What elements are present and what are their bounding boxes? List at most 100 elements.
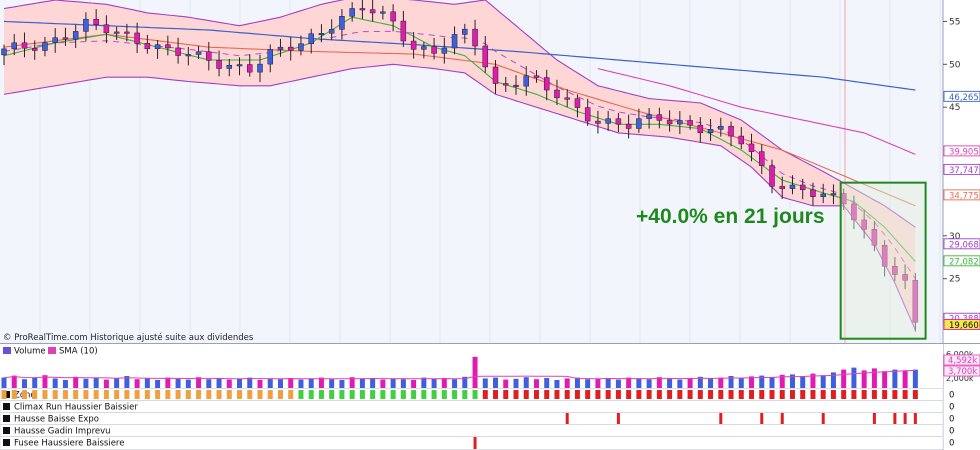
zone-mark bbox=[800, 390, 806, 399]
candle-body bbox=[677, 120, 683, 125]
zone-mark bbox=[441, 390, 447, 399]
volume-bar bbox=[493, 377, 499, 388]
zone-mark bbox=[861, 390, 867, 399]
zone-mark bbox=[636, 390, 642, 399]
indicator-expo-label: Hausse Baisse Expo bbox=[14, 415, 99, 425]
zone-mark bbox=[421, 390, 427, 399]
volume-bar bbox=[646, 379, 652, 388]
volume-bar bbox=[503, 379, 509, 388]
zone-mark bbox=[646, 390, 652, 399]
zone-mark bbox=[718, 390, 724, 399]
zone-mark bbox=[574, 390, 580, 399]
price-tag-label: 19,660 bbox=[949, 321, 979, 331]
expo-signal-mark bbox=[913, 413, 917, 424]
zone-mark bbox=[892, 390, 898, 399]
candle-body bbox=[523, 75, 529, 87]
indicator-fusee: Fusee Haussiere Baissiere 0 bbox=[0, 436, 954, 450]
candle-body bbox=[83, 18, 89, 32]
candle-body bbox=[308, 33, 314, 45]
candle-body bbox=[564, 97, 570, 100]
volume-bar bbox=[728, 376, 734, 388]
candle-body bbox=[72, 31, 79, 40]
volume-bar bbox=[800, 376, 806, 388]
zone-mark bbox=[882, 390, 888, 399]
volume-bar bbox=[667, 378, 673, 388]
candle-body bbox=[851, 203, 857, 221]
zone-mark bbox=[411, 390, 417, 399]
price-tick-label: 50 bbox=[949, 60, 961, 70]
candle-body bbox=[103, 24, 110, 34]
zone-mark bbox=[513, 390, 519, 399]
indicator-zone-value: 0 bbox=[949, 391, 954, 401]
candles bbox=[1, 0, 919, 332]
volume-bar bbox=[861, 370, 867, 388]
volume-legend: Volume SMA (10) bbox=[3, 347, 98, 357]
zone-mark bbox=[349, 390, 355, 399]
expo-signal-mark bbox=[903, 413, 907, 424]
price-tag-label: 27,082 bbox=[949, 257, 979, 267]
candle-body bbox=[482, 45, 489, 68]
volume-bar bbox=[216, 378, 222, 388]
candle-body bbox=[165, 44, 171, 49]
volume-bar bbox=[841, 369, 847, 388]
indicator-climax-value: 0 bbox=[949, 403, 954, 413]
candle-body bbox=[595, 120, 601, 124]
zone-mark bbox=[329, 390, 335, 399]
candle-body bbox=[810, 189, 816, 197]
candle-body bbox=[718, 125, 724, 130]
indicator-expo: Hausse Baisse Expo 0 bbox=[0, 412, 954, 425]
candle-body bbox=[861, 219, 867, 230]
volume-bar bbox=[687, 378, 693, 388]
indicator-fusee-value: 0 bbox=[949, 439, 954, 449]
volume-sma-line bbox=[3, 369, 916, 380]
zone-mark bbox=[308, 390, 314, 399]
candle-body bbox=[615, 118, 622, 125]
candle-body bbox=[134, 32, 140, 44]
zone-mark bbox=[257, 390, 263, 399]
candle-body bbox=[656, 114, 663, 121]
volume-bar bbox=[769, 377, 775, 388]
zone-mark bbox=[626, 390, 632, 399]
zone-mark bbox=[851, 390, 857, 399]
candle-body bbox=[93, 18, 99, 25]
expo-signal-mark bbox=[760, 413, 764, 424]
indicator-climax: Climax Run Haussier Baissier 0 bbox=[0, 400, 954, 413]
volume-bar bbox=[421, 377, 427, 388]
volume-bar bbox=[513, 378, 519, 388]
volume-bar bbox=[902, 370, 908, 388]
volume-tag-2: 3,700k bbox=[948, 367, 977, 377]
volume-bar bbox=[626, 377, 632, 388]
candle-body bbox=[554, 89, 560, 99]
candle-body bbox=[759, 151, 765, 166]
zone-mark bbox=[677, 390, 683, 399]
volume-bar bbox=[226, 379, 232, 388]
expo-signal-mark bbox=[719, 413, 723, 424]
candle-body bbox=[113, 31, 120, 34]
zone-mark bbox=[493, 390, 499, 399]
volume-bar bbox=[472, 356, 478, 388]
volume-bar bbox=[380, 379, 386, 388]
price-tag-box bbox=[943, 145, 980, 157]
zone-mark bbox=[564, 390, 570, 399]
candle-body bbox=[124, 31, 130, 34]
expo-signal-mark bbox=[616, 413, 620, 424]
zone-mark bbox=[452, 390, 458, 399]
zone-mark bbox=[277, 390, 283, 399]
price-tag-box bbox=[943, 255, 980, 267]
sma-slow-line bbox=[3, 20, 916, 91]
candle-body bbox=[359, 8, 366, 11]
volume-bar bbox=[103, 379, 109, 388]
volume-bars bbox=[1, 356, 918, 388]
volume-bar bbox=[42, 375, 48, 388]
source-credit: © ProRealTime.com Historique ajusté suit… bbox=[3, 332, 254, 343]
volume-bar bbox=[544, 378, 550, 388]
volume-bar bbox=[175, 378, 181, 388]
zone-mark bbox=[912, 390, 918, 399]
zone-mark bbox=[83, 390, 89, 399]
price-tick-label: 30 bbox=[949, 232, 961, 242]
zone-mark bbox=[462, 390, 468, 399]
candle-body bbox=[1, 48, 7, 56]
candle-body bbox=[441, 47, 448, 54]
indicator-panels: Zone 0 Climax Run Haussier Baissier 0 Ha… bbox=[0, 388, 954, 450]
zone-mark bbox=[370, 390, 376, 399]
